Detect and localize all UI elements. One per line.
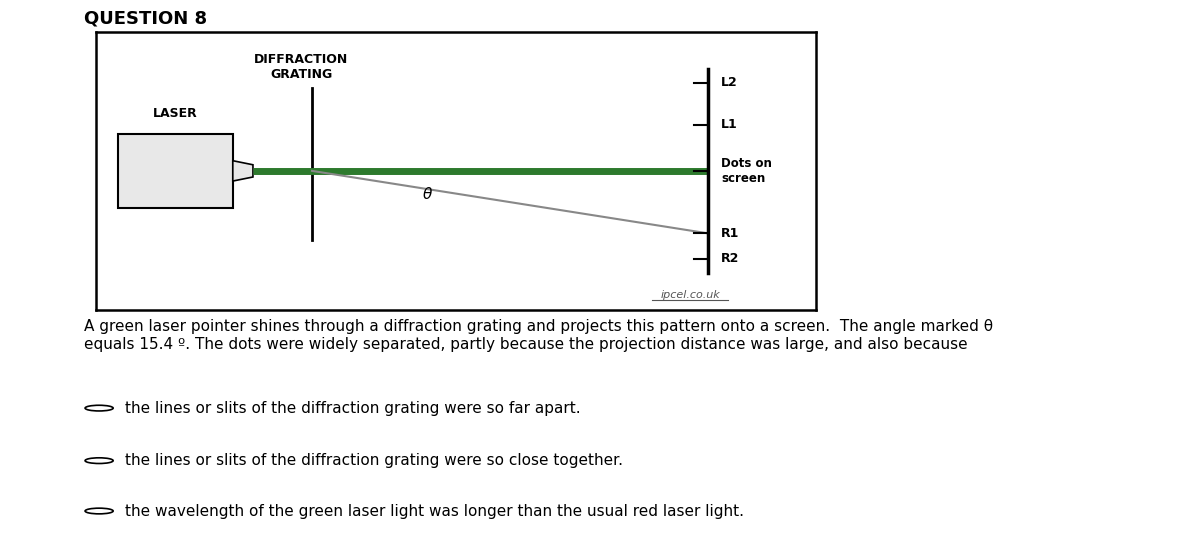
Text: θ: θ [422, 186, 432, 201]
Text: the lines or slits of the diffraction grating were so far apart.: the lines or slits of the diffraction gr… [125, 400, 581, 415]
Text: ipcel.co.uk: ipcel.co.uk [660, 289, 720, 300]
Text: L2: L2 [721, 76, 738, 90]
Bar [118, 134, 233, 208]
Text: DIFFRACTION
GRATING: DIFFRACTION GRATING [254, 53, 348, 81]
Text: Dots on
screen: Dots on screen [721, 157, 772, 185]
Text: QUESTION 8: QUESTION 8 [84, 10, 208, 28]
Text: R2: R2 [721, 252, 739, 265]
Text: LASER: LASER [152, 107, 198, 120]
Text: the lines or slits of the diffraction grating were so close together.: the lines or slits of the diffraction gr… [125, 453, 623, 468]
Text: L1: L1 [721, 118, 738, 131]
Text: R1: R1 [721, 227, 739, 240]
Text: the wavelength of the green laser light was longer than the usual red laser ligh: the wavelength of the green laser light … [125, 504, 744, 519]
Polygon shape [233, 161, 253, 181]
Text: A green laser pointer shines through a diffraction grating and projects this pat: A green laser pointer shines through a d… [84, 319, 994, 352]
